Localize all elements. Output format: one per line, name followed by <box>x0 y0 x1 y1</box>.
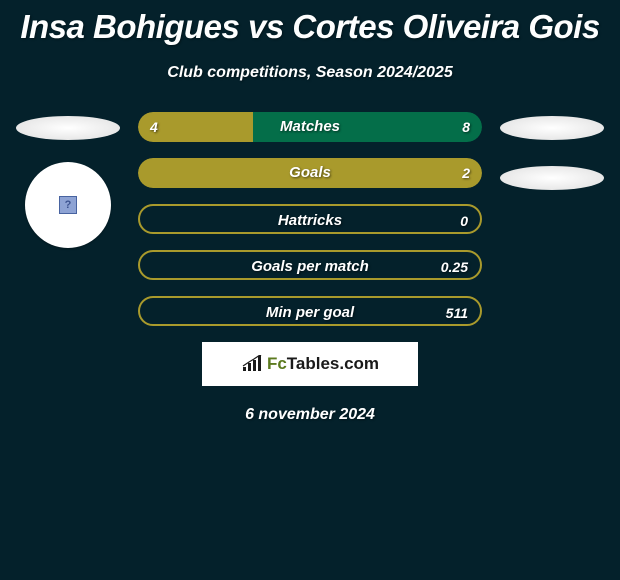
stat-bar-label: Min per goal <box>140 298 480 326</box>
stat-bar-value-right: 0 <box>460 206 468 234</box>
player-left-badge-ellipse <box>16 116 120 140</box>
player-right-badge-ellipse-1 <box>500 116 604 140</box>
stat-bar-label: Goals <box>138 158 482 188</box>
date-label: 6 november 2024 <box>0 406 620 424</box>
stat-bar-row: Hattricks0 <box>138 204 482 234</box>
stat-bar-value-right: 8 <box>462 112 470 142</box>
stat-bar-label: Matches <box>138 112 482 142</box>
stat-bar-label: Goals per match <box>140 252 480 280</box>
brand: FcTables.com <box>241 354 379 374</box>
player-left-avatar: ? <box>25 162 111 248</box>
stat-bar-label: Hattricks <box>140 206 480 234</box>
brand-text: FcTables.com <box>267 354 379 374</box>
stat-bar-row: Goals per match0.25 <box>138 250 482 280</box>
placeholder-avatar-icon: ? <box>59 196 77 214</box>
brand-box: FcTables.com <box>202 342 418 386</box>
stat-bar-value-right: 0.25 <box>441 252 468 280</box>
stat-bar-row: Goals2 <box>138 158 482 188</box>
player-right-column <box>492 112 612 190</box>
stat-bar-value-right: 511 <box>446 298 468 326</box>
player-right-badge-ellipse-2 <box>500 166 604 190</box>
stat-bar-row: Matches4 8 <box>138 112 482 142</box>
comparison-content: ? Matches4 8 Goals2 Hattricks0 Goals per mat… <box>0 112 620 424</box>
brand-text-suffix: Tables.com <box>287 354 379 373</box>
stat-bar-value-left: 4 <box>150 112 158 142</box>
page-subtitle: Club competitions, Season 2024/2025 <box>0 64 620 82</box>
stat-bar-value-right: 2 <box>462 158 470 188</box>
page-title: Insa Bohigues vs Cortes Oliveira Gois <box>0 0 620 46</box>
stats-bars: Matches4 8 Goals2 Hattricks0 Goals per match… <box>138 112 482 326</box>
brand-chart-icon <box>241 355 263 373</box>
player-left-column: ? <box>8 112 128 248</box>
stat-bar-row: Min per goal511 <box>138 296 482 326</box>
brand-text-prefix: Fc <box>267 354 287 373</box>
